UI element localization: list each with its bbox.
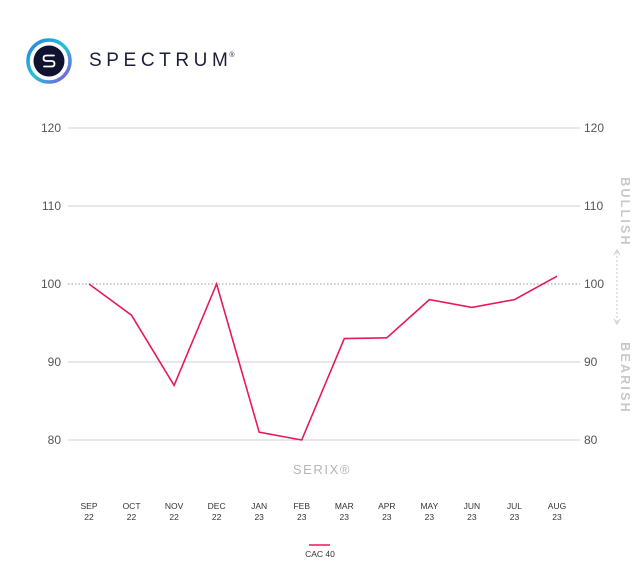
chart-watermark: SERIX®: [293, 462, 351, 477]
x-tick-label: DEC: [208, 501, 226, 511]
x-axis: SEP22OCT22NOV22DEC22JAN23FEB23MAR23APR23…: [80, 501, 566, 522]
x-tick-label: JAN: [251, 501, 267, 511]
bearish-label: BEARISH: [618, 342, 632, 414]
x-tick-label-year: 23: [510, 512, 520, 522]
x-tick-label-year: 23: [425, 512, 435, 522]
x-tick-label-year: 23: [467, 512, 477, 522]
gridlines: [68, 127, 580, 441]
x-tick-label: NOV: [165, 501, 184, 511]
x-tick-label: SEP: [80, 501, 97, 511]
x-tick-label: MAY: [420, 501, 438, 511]
y-tick-label: 100: [41, 277, 61, 291]
brand-name-text: SPECTRUM: [89, 50, 233, 71]
y-tick-label: 90: [48, 355, 62, 369]
x-tick-label-year: 22: [212, 512, 222, 522]
series-line-cac-40: [88, 275, 558, 441]
y-tick-label: 110: [42, 199, 61, 213]
series-layer: [88, 275, 558, 441]
y-tick-label-right: 100: [584, 277, 604, 291]
sentiment-labels: BULLISH BEARISH: [613, 177, 632, 414]
x-tick-label: OCT: [123, 501, 141, 511]
x-tick-label-year: 22: [84, 512, 94, 522]
x-tick-label-year: 22: [169, 512, 179, 522]
y-tick-label-right: 80: [584, 433, 598, 447]
x-tick-label-year: 23: [254, 512, 264, 522]
x-tick-label: JUN: [464, 501, 481, 511]
legend-label-cac-40: CAC 40: [305, 549, 335, 559]
x-tick-label: MAR: [335, 501, 354, 511]
brand-name: SPECTRUM®: [89, 50, 235, 72]
legend: CAC 40: [305, 544, 335, 559]
y-tick-label: 80: [48, 433, 62, 447]
arrow-up-icon: [613, 249, 621, 256]
x-tick-label-year: 23: [297, 512, 307, 522]
x-tick-label-year: 23: [340, 512, 350, 522]
registered-mark: ®: [229, 52, 235, 59]
x-tick-label: FEB: [293, 501, 310, 511]
x-tick-label-year: 23: [382, 512, 392, 522]
bullish-label: BULLISH: [618, 177, 632, 247]
spectrum-logo: SPECTRUM®: [26, 37, 235, 85]
spectrum-s-icon: [26, 38, 72, 84]
x-tick-label: AUG: [548, 501, 566, 511]
y-tick-label-right: 120: [584, 121, 604, 135]
y-tick-label: 120: [41, 121, 61, 135]
x-tick-label-year: 22: [127, 512, 137, 522]
y-axis-left: 120 110 100 90 80: [41, 121, 61, 447]
arrow-down-icon: [613, 318, 621, 325]
x-tick-label-year: 23: [552, 512, 562, 522]
x-tick-label: JUL: [507, 501, 522, 511]
y-tick-label-right: 110: [584, 199, 603, 213]
y-tick-label-right: 90: [584, 355, 598, 369]
x-tick-label: APR: [378, 501, 395, 511]
y-axis-right: 120 110 100 90 80: [584, 121, 604, 447]
